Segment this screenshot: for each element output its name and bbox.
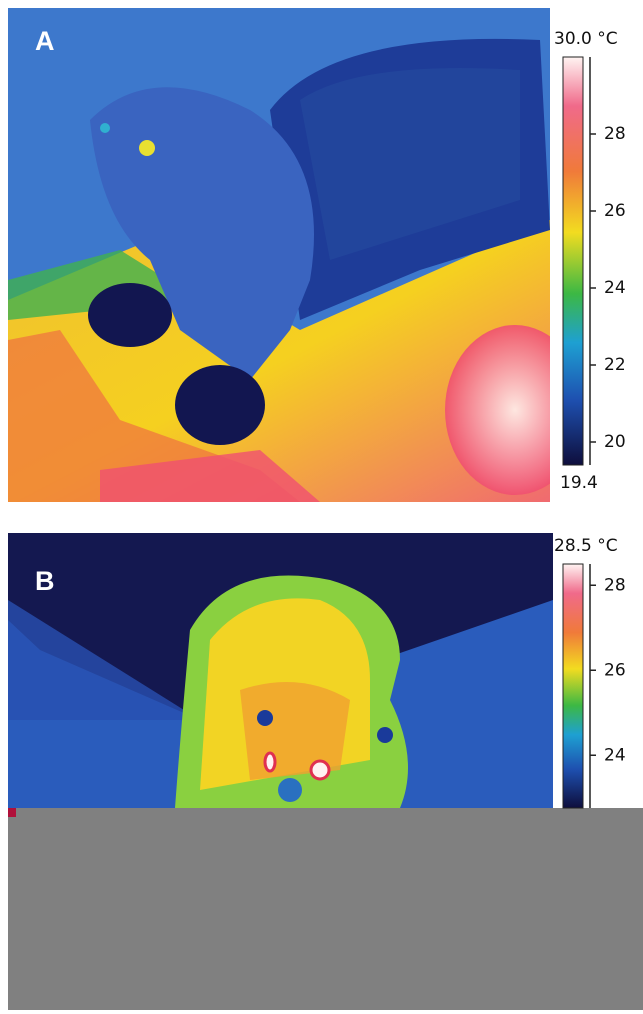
scale-max-label: 28.5 °C: [554, 536, 618, 556]
tick-label: 28: [604, 575, 626, 595]
color-bar: [562, 56, 584, 466]
panel-label: A: [35, 26, 55, 56]
tick-label: 20: [604, 432, 626, 452]
thermal-image-b: [8, 533, 553, 808]
missing-region: [8, 808, 643, 1010]
tick-label: 28: [604, 124, 626, 144]
tick-label: 22: [604, 355, 626, 375]
tick-label: 24: [604, 745, 626, 765]
tick-label: 26: [604, 660, 626, 680]
tick-label: 24: [604, 278, 626, 298]
thermal-image-a: [8, 8, 550, 502]
tick-label: 26: [604, 201, 626, 221]
scale-min-label: 19.4: [560, 473, 598, 493]
scale-max-label: 30.0 °C: [554, 29, 618, 49]
color-bar: [562, 563, 584, 809]
panel-label: B: [35, 566, 55, 596]
artifact: [8, 808, 16, 817]
